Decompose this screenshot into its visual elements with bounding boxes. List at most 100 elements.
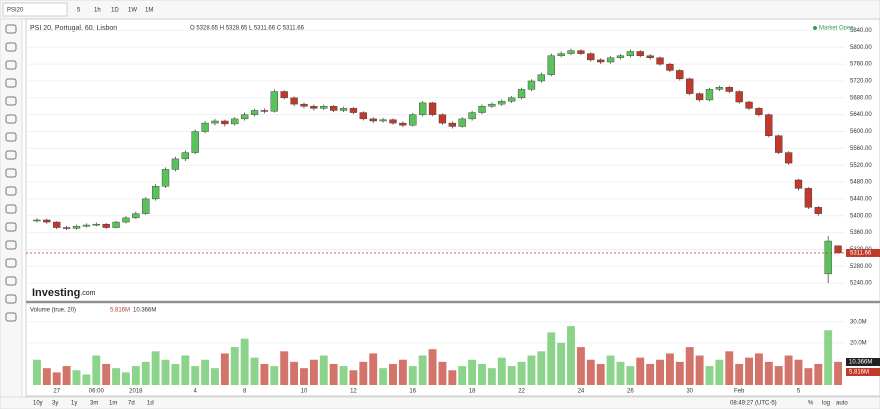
candle-body xyxy=(221,120,229,125)
x-tick-label: 26 xyxy=(627,389,634,395)
volume-bar xyxy=(794,359,803,385)
volume-bar xyxy=(675,361,684,385)
tool-icon[interactable] xyxy=(5,96,17,106)
tool-icon[interactable] xyxy=(5,222,17,232)
range-button[interactable]: 7d xyxy=(128,401,135,407)
tool-icon[interactable] xyxy=(5,258,17,268)
candle-body xyxy=(270,91,278,112)
tool-icon[interactable] xyxy=(5,60,17,70)
tool-icon[interactable] xyxy=(5,294,17,304)
volume-bar xyxy=(695,355,704,385)
candle-body xyxy=(735,91,743,103)
volume-bar xyxy=(547,332,556,385)
x-tick-label: 22 xyxy=(518,389,525,395)
volume-bar xyxy=(567,326,575,385)
volume-bar xyxy=(784,355,793,385)
volume-bar xyxy=(527,355,536,385)
x-tick-label: 30 xyxy=(686,389,693,395)
volume-bar xyxy=(349,370,358,385)
interval-button[interactable]: 1D xyxy=(111,8,119,14)
tool-icon[interactable] xyxy=(5,186,17,196)
volume-bar xyxy=(52,372,61,385)
volume-bar xyxy=(616,361,625,385)
candle-body xyxy=(53,221,61,228)
symbol-box[interactable] xyxy=(2,2,68,17)
candle-body xyxy=(765,114,773,136)
scale-option[interactable]: auto xyxy=(836,401,848,407)
volume-bar xyxy=(606,355,615,385)
range-button[interactable]: 10y xyxy=(33,401,43,407)
range-button[interactable]: 3y xyxy=(52,401,58,407)
range-button[interactable]: 1m xyxy=(109,401,117,407)
candle-body xyxy=(122,217,130,223)
volume-bar xyxy=(586,359,595,385)
candle-body xyxy=(695,93,704,101)
interval-button[interactable]: 1h xyxy=(94,8,101,14)
candle-body xyxy=(814,207,822,214)
tool-icon[interactable] xyxy=(5,204,17,214)
candle-body xyxy=(824,240,832,275)
volume-bar xyxy=(438,361,447,385)
volume-bar xyxy=(636,357,645,385)
volume-bar xyxy=(428,349,437,385)
interval-button[interactable]: 1W xyxy=(128,8,137,14)
volume-bar xyxy=(408,366,417,385)
volume-bar xyxy=(497,357,506,385)
candle-body xyxy=(597,59,605,63)
range-button[interactable]: 1y xyxy=(71,401,77,407)
volume-bar xyxy=(715,359,724,385)
candle-body xyxy=(488,103,496,107)
interval-button[interactable]: 1M xyxy=(145,8,153,14)
candle-body xyxy=(775,135,783,153)
ohlc: O 5328.65 H 5328.65 L 5311.66 C 5311.66 xyxy=(190,26,305,32)
tool-icon[interactable] xyxy=(5,114,17,124)
volume-current: 5.816M xyxy=(110,308,130,314)
y-tick-label: 5360.00 xyxy=(850,230,872,236)
volume-bar xyxy=(507,366,516,385)
x-tick-label: Feb xyxy=(734,389,745,395)
tool-icon[interactable] xyxy=(5,312,17,322)
scale-option[interactable]: log xyxy=(822,401,830,407)
scale-option[interactable]: % xyxy=(808,401,814,407)
y-tick-label: 5560.00 xyxy=(850,146,872,152)
volume-bar xyxy=(359,361,368,385)
volume-bar xyxy=(814,363,823,385)
tool-icon[interactable] xyxy=(5,132,17,142)
volume-bar xyxy=(102,363,111,385)
candle-body xyxy=(329,106,338,111)
logo-suffix: .com xyxy=(80,290,95,297)
candle-body xyxy=(240,114,249,120)
tool-icon[interactable] xyxy=(5,240,17,250)
interval-button[interactable]: 5 xyxy=(77,8,81,14)
tool-icon[interactable] xyxy=(5,276,17,286)
candle-body xyxy=(676,70,684,80)
candle-body xyxy=(567,50,575,54)
tool-icon[interactable] xyxy=(5,24,17,34)
candle-body xyxy=(339,108,348,111)
candle-body xyxy=(379,119,387,122)
volume-bar xyxy=(280,351,289,385)
volume-bar xyxy=(478,363,486,385)
tool-icon[interactable] xyxy=(5,78,17,88)
candle-body xyxy=(656,57,664,65)
volume-bar xyxy=(191,366,200,385)
volume-bar xyxy=(646,363,655,385)
chart-title: PSI 20, Portugal, 60, Lisbon xyxy=(30,25,117,32)
candle-body xyxy=(606,57,615,63)
range-button[interactable]: 1d xyxy=(147,401,154,407)
tool-icon[interactable] xyxy=(5,42,17,52)
volume-bar xyxy=(42,368,51,385)
volume-bar xyxy=(211,368,219,385)
volume-bar xyxy=(418,355,427,385)
range-button[interactable]: 3m xyxy=(90,401,98,407)
volume-bar xyxy=(339,366,348,385)
candle-body xyxy=(191,131,199,153)
volume-bar xyxy=(626,366,635,385)
tool-icon[interactable] xyxy=(5,150,17,160)
tool-icon[interactable] xyxy=(5,168,17,178)
symbol[interactable]: PSI20 xyxy=(7,8,24,14)
candle-body xyxy=(280,91,288,99)
volume-bar xyxy=(379,368,388,385)
